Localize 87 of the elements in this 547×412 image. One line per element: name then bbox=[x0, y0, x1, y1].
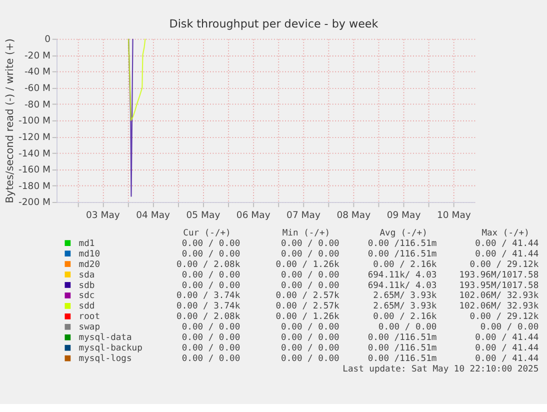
text: 0.00 / 41.44 bbox=[475, 238, 539, 249]
y-tick-label: -200 M bbox=[18, 197, 51, 208]
text: 0.00 / 0.00 bbox=[182, 238, 240, 249]
text: 0.00 / 2.57k bbox=[276, 302, 340, 312]
text: 102.06M/ 32.93k bbox=[459, 291, 540, 302]
text: 0.00 / 0.00 bbox=[281, 280, 340, 291]
x-tick-label: 04 May bbox=[136, 210, 171, 222]
text: 0.00 / 1.26k bbox=[276, 312, 340, 322]
text: 2.65M/ 3.93k bbox=[373, 302, 438, 312]
y-tick-label: -160 M bbox=[18, 164, 51, 176]
text: 0.00 / 0.00 bbox=[480, 322, 539, 333]
line-series bbox=[128, 38, 146, 121]
y-tick-label: -60 M bbox=[24, 83, 51, 94]
text: 0.00 / 0.00 bbox=[281, 344, 340, 354]
legend-label: swap bbox=[78, 322, 100, 333]
y-tick-label: -20 M bbox=[24, 50, 51, 62]
text: 0.00 / 0.00 bbox=[182, 280, 240, 291]
y-tick-label: 0 bbox=[44, 34, 51, 46]
text: 0.00 / 0.00 bbox=[182, 322, 240, 333]
legend-label: sdc bbox=[78, 291, 95, 302]
text: Min (-/+) bbox=[282, 228, 330, 238]
text: 0.00 / 0.00 bbox=[281, 333, 340, 344]
text: 0.00 / 41.44 bbox=[475, 354, 539, 364]
text: Cur (-/+) bbox=[183, 228, 231, 238]
legend-label: sdd bbox=[78, 302, 95, 312]
text: 0.00 / 0.00 bbox=[182, 344, 240, 354]
y-tick-label: -140 M bbox=[18, 148, 51, 160]
y-tick-label: -120 M bbox=[18, 132, 51, 143]
x-tick-label: 10 May bbox=[436, 210, 472, 222]
text: 2.65M/ 3.93k bbox=[373, 291, 438, 302]
text: Avg (-/+) bbox=[380, 228, 428, 238]
text: 0.00 / 0.00 bbox=[182, 333, 240, 344]
legend-label: mysql-logs bbox=[78, 354, 132, 364]
legend-label: root bbox=[78, 312, 100, 322]
x-tick-label: 07 May bbox=[286, 210, 321, 222]
y-tick-label: -100 M bbox=[18, 116, 51, 127]
text: 0.00 / 1.26k bbox=[276, 260, 340, 270]
text: 193.95M/1017.58 bbox=[459, 280, 539, 291]
legend-label: sda bbox=[78, 270, 95, 280]
x-tick-label: 06 May bbox=[236, 210, 271, 222]
text: 193.96M/1017.58 bbox=[459, 270, 539, 280]
text: 0.00 / 2.16k bbox=[373, 312, 438, 322]
x-tick-label: 03 May bbox=[86, 210, 120, 222]
text: 0.00 / 3.74k bbox=[176, 302, 241, 312]
text: 0.00 / 0.00 bbox=[281, 238, 340, 249]
x-tick-label: 09 May bbox=[386, 210, 422, 222]
legend-label: md10 bbox=[78, 249, 100, 260]
text: 0.00 / 2.57k bbox=[276, 291, 340, 302]
y-tick-label: -180 M bbox=[18, 180, 51, 192]
text: 0.00 / 0.00 bbox=[182, 249, 240, 260]
y-tick-label: -40 M bbox=[24, 66, 51, 78]
text: 0.00 /116.51m bbox=[368, 249, 437, 260]
text: 0.00 / 0.00 bbox=[182, 270, 240, 280]
text: 694.11k/ 4.03 bbox=[368, 270, 437, 280]
text: 0.00 /116.51m bbox=[368, 344, 437, 354]
text: 0.00 / 41.44 bbox=[475, 344, 539, 354]
text: Max (-/+) bbox=[482, 228, 530, 238]
x-tick-label: 05 May bbox=[186, 210, 221, 222]
text: Last update: Sat May 10 22:10:00 2025 bbox=[342, 364, 539, 375]
text: 0.00 / 0.00 bbox=[281, 270, 340, 280]
text: 0.00 / 3.74k bbox=[176, 291, 241, 302]
text: 102.06M/ 32.93k bbox=[459, 302, 540, 312]
text: 0.00 / 2.08k bbox=[176, 312, 241, 322]
text: 0.00 / 29.12k bbox=[470, 312, 540, 322]
text: 0.00 / 2.16k bbox=[373, 260, 438, 270]
text: 0.00 /116.51m bbox=[368, 333, 437, 344]
text: 0.00 / 41.44 bbox=[475, 333, 539, 344]
legend-label: mysql-backup bbox=[78, 344, 142, 354]
text: 694.11k/ 4.03 bbox=[368, 280, 437, 291]
text: 0.00 /116.51m bbox=[368, 238, 437, 249]
text: 0.00 / 0.00 bbox=[182, 354, 240, 364]
x-tick-label: 08 May bbox=[336, 210, 372, 222]
legend-label: md20 bbox=[78, 260, 100, 270]
chart-title: Disk throughput per device - by week bbox=[169, 18, 379, 31]
text: 0.00 / 29.12k bbox=[470, 260, 540, 270]
text: 0.00 / 0.00 bbox=[281, 249, 340, 260]
text: 0.00 / 0.00 bbox=[281, 354, 340, 364]
text: 0.00 / 0.00 bbox=[378, 322, 437, 333]
y-axis-title: Bytes/second read (-) / write (+) bbox=[4, 38, 16, 204]
text: 0.00 / 2.08k bbox=[176, 260, 241, 270]
text: 0.00 / 41.44 bbox=[475, 249, 539, 260]
y-tick-label: -80 M bbox=[24, 99, 51, 110]
text: 0.00 /116.51m bbox=[368, 354, 437, 364]
legend-label: mysql-data bbox=[78, 333, 132, 344]
text: 0.00 / 0.00 bbox=[281, 322, 340, 333]
legend-label: sdb bbox=[78, 280, 95, 291]
legend-label: md1 bbox=[78, 238, 95, 249]
